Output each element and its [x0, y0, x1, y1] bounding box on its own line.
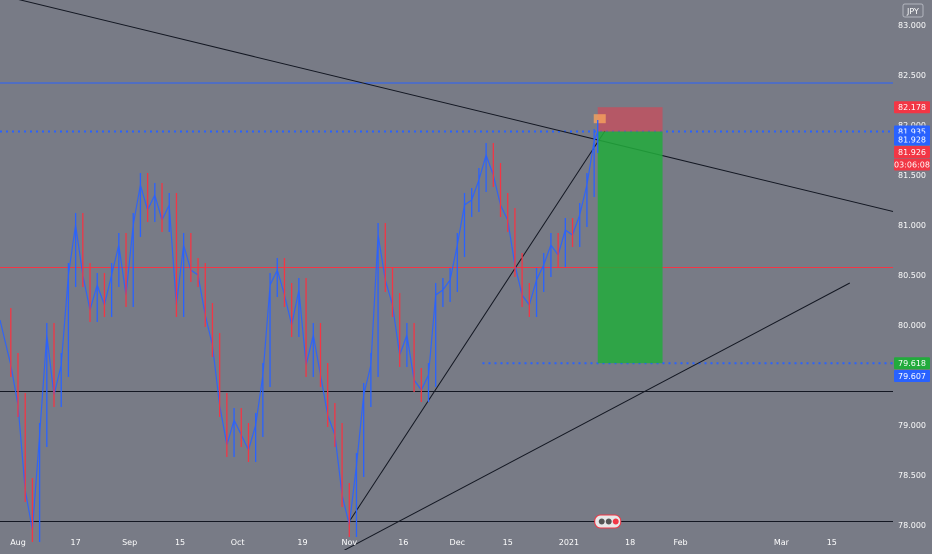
price-series-line — [0, 131, 599, 531]
price-label: 81.935 — [898, 128, 926, 137]
currency-badge[interactable]: JPY — [902, 3, 924, 18]
price-label: 81.928 — [898, 136, 926, 145]
event-flag-icon — [612, 518, 619, 525]
x-tick-label: 19 — [297, 538, 307, 547]
y-tick-label: 81.500 — [898, 171, 926, 180]
price-label: 82.178 — [898, 103, 926, 112]
price-label-box — [894, 158, 930, 171]
y-tick-label: 78.000 — [898, 521, 926, 530]
trend-line-0[interactable] — [0, 0, 894, 212]
position-stop-zone[interactable] — [597, 107, 663, 132]
price-label: 03:06:08 — [894, 161, 930, 170]
position-entry-handle[interactable] — [593, 114, 606, 124]
x-tick-label: Oct — [231, 538, 245, 547]
price-label: 79.607 — [898, 372, 926, 381]
x-tick-label: Nov — [341, 538, 357, 547]
price-label: 79.618 — [898, 359, 926, 368]
x-tick-label: 2021 — [559, 538, 579, 547]
y-tick-label: 83.000 — [898, 21, 926, 30]
x-tick-label: 16 — [398, 538, 408, 547]
x-tick-label: 18 — [625, 538, 635, 547]
price-label-box — [894, 133, 930, 146]
x-tick-label: 15 — [827, 538, 837, 547]
x-tick-label: 15 — [503, 538, 513, 547]
event-flag-icon — [598, 518, 605, 525]
x-tick-label: Feb — [673, 538, 687, 547]
y-tick-label: 78.500 — [898, 471, 926, 480]
y-tick-label: 81.000 — [898, 221, 926, 230]
trend-line-2[interactable] — [288, 282, 851, 554]
price-label-box — [894, 357, 930, 370]
y-tick-label: 79.000 — [898, 421, 926, 430]
price-label-box — [894, 370, 930, 382]
price-label: 81.926 — [898, 148, 926, 157]
x-tick-label: Sep — [122, 538, 137, 547]
currency-badge-label: JPY — [906, 7, 919, 16]
x-tick-label: 17 — [71, 538, 81, 547]
y-tick-label: 80.500 — [898, 271, 926, 280]
x-tick-label: Dec — [450, 538, 465, 547]
y-tick-label: 82.500 — [898, 71, 926, 80]
trend-line-1[interactable] — [348, 130, 606, 522]
x-tick-label: Mar — [774, 538, 790, 547]
price-label-box — [894, 101, 930, 114]
price-label-box — [894, 146, 930, 158]
x-tick-label: Aug — [10, 538, 26, 547]
position-target-zone[interactable] — [597, 131, 663, 364]
x-tick-label: 15 — [175, 538, 185, 547]
y-tick-label: 80.000 — [898, 321, 926, 330]
event-flag-icon — [605, 518, 612, 525]
